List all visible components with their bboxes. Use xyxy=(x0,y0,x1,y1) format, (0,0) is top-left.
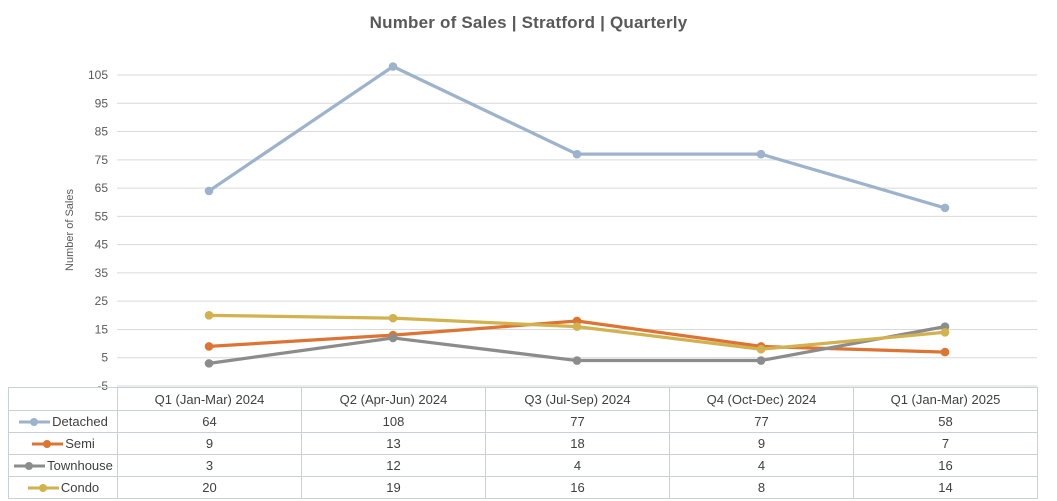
table-value-cell: 64 xyxy=(117,410,302,433)
table-value-cell: 13 xyxy=(301,432,486,455)
y-tick-label: 85 xyxy=(95,125,109,139)
y-tick-label: 45 xyxy=(95,238,109,252)
data-point-marker xyxy=(940,203,950,213)
legend-series-name: Semi xyxy=(65,436,95,452)
data-point-marker xyxy=(756,356,766,365)
column-header: Q1 (Jan-Mar) 2024 xyxy=(117,387,302,411)
legend-series-name: Condo xyxy=(60,480,100,496)
data-point-marker xyxy=(388,333,398,343)
data-point-marker xyxy=(204,311,214,320)
chart-data-table: Q1 (Jan-Mar) 2024 Q2 (Apr-Jun) 2024 Q3 (Ju… xyxy=(8,387,1038,499)
table-value-cell: 3 xyxy=(117,454,302,477)
table-row: Condo 20 19 16 8 14 xyxy=(8,476,1038,499)
column-header: Q4 (Oct-Dec) 2024 xyxy=(669,387,854,411)
table-value-cell: 12 xyxy=(301,454,486,477)
table-row: Detached 64 108 77 77 58 xyxy=(8,410,1038,433)
y-tick-label: 25 xyxy=(95,294,109,308)
table-value-cell: 16 xyxy=(485,476,670,499)
column-header: Q1 (Jan-Mar) 2025 xyxy=(853,387,1038,411)
y-tick-label: 105 xyxy=(88,68,108,82)
y-tick-label: 5 xyxy=(101,351,108,365)
table-value-cell: 4 xyxy=(485,454,670,477)
y-tick-label: 95 xyxy=(95,96,109,110)
legend-key-icon xyxy=(14,462,46,471)
data-point-marker xyxy=(204,342,214,351)
table-value-cell: 108 xyxy=(301,410,486,433)
y-tick-label: 75 xyxy=(95,153,109,167)
y-tick-label: 35 xyxy=(95,266,109,280)
legend-key-icon xyxy=(19,418,51,427)
table-value-cell: 14 xyxy=(853,476,1038,499)
table-row: Townhouse 3 12 4 4 16 xyxy=(8,454,1038,477)
table-header-row: Q1 (Jan-Mar) 2024 Q2 (Apr-Jun) 2024 Q3 (Ju… xyxy=(8,387,1038,411)
legend-series-name: Townhouse xyxy=(47,458,113,474)
chart-title: Number of Sales | Stratford | Quarterly xyxy=(369,13,688,32)
data-point-marker xyxy=(572,149,582,159)
legend-cell: Semi xyxy=(8,432,118,455)
legend-cell: Condo xyxy=(8,476,118,499)
table-value-cell: 58 xyxy=(853,410,1038,433)
legend-cell: Detached xyxy=(8,410,118,433)
table-corner-cell xyxy=(8,387,118,411)
y-tick-label: 15 xyxy=(95,322,109,336)
table-value-cell: 9 xyxy=(117,432,302,455)
table-value-cell: 8 xyxy=(669,476,854,499)
data-point-marker xyxy=(204,186,214,196)
data-point-marker xyxy=(756,344,766,354)
data-point-marker xyxy=(940,327,950,337)
data-point-marker xyxy=(572,356,582,365)
table-row: Semi 9 13 18 9 7 xyxy=(8,432,1038,455)
table-value-cell: 7 xyxy=(853,432,1038,455)
table-value-cell: 4 xyxy=(669,454,854,477)
series-line-detached xyxy=(207,64,947,210)
data-point-marker xyxy=(204,359,214,368)
data-point-marker xyxy=(756,149,766,159)
y-tick-label: 55 xyxy=(95,209,109,223)
table-value-cell: 19 xyxy=(301,476,486,499)
column-header: Q3 (Jul-Sep) 2024 xyxy=(485,387,670,411)
legend-series-name: Detached xyxy=(52,414,108,430)
data-point-marker xyxy=(572,322,582,331)
data-point-marker xyxy=(940,347,950,357)
data-point-marker xyxy=(388,313,398,323)
y-tick-label: -5 xyxy=(97,379,108,393)
legend-key-icon xyxy=(27,484,59,493)
table-value-cell: 20 xyxy=(117,476,302,499)
legend-cell: Townhouse xyxy=(8,454,118,477)
table-value-cell: 16 xyxy=(853,454,1038,477)
table-value-cell: 77 xyxy=(669,410,854,433)
table-value-cell: 77 xyxy=(485,410,670,433)
legend-key-icon xyxy=(32,440,64,449)
y-tick-label: 65 xyxy=(95,181,109,195)
column-header: Q2 (Apr-Jun) 2024 xyxy=(301,387,486,411)
data-point-marker xyxy=(388,62,398,71)
table-value-cell: 18 xyxy=(485,432,670,455)
y-axis-label: Number of Sales xyxy=(64,189,76,271)
table-value-cell: 9 xyxy=(669,432,854,455)
